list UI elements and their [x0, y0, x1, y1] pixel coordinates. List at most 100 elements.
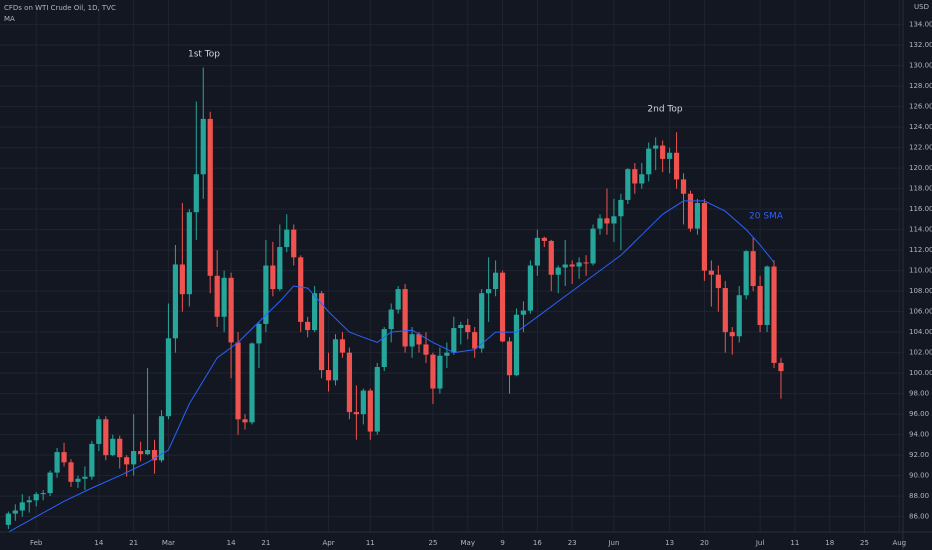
candle-body	[632, 169, 638, 184]
candle-body	[597, 218, 603, 229]
candle-body	[263, 265, 269, 324]
y-tick-label: 130.00	[909, 62, 932, 70]
y-tick-label: 106.00	[909, 308, 932, 316]
candle-body	[124, 457, 130, 465]
candle-body	[12, 510, 18, 514]
y-tick-label: 118.00	[909, 185, 932, 193]
candle-body	[520, 310, 527, 315]
x-tick-label: Jul	[755, 539, 765, 547]
candle-body	[611, 216, 617, 224]
x-tick-label: 11	[790, 539, 799, 547]
annotation: 2nd Top	[647, 105, 682, 115]
candle-body	[353, 412, 359, 415]
candle-body	[423, 344, 429, 355]
candle-body	[673, 152, 680, 180]
x-tick-label: 21	[129, 539, 138, 547]
candle-body	[298, 257, 304, 322]
candle-body	[179, 264, 185, 295]
x-tick-label: 25	[860, 539, 869, 547]
candle-body	[318, 293, 325, 371]
candle-body	[200, 118, 206, 175]
candle-body	[778, 362, 784, 372]
candle-body	[249, 343, 255, 423]
x-tick-label: Apr	[322, 539, 334, 547]
candle-body	[256, 323, 262, 344]
candle-body	[458, 324, 464, 329]
y-tick-label: 122.00	[909, 144, 932, 152]
x-tick-label: 23	[568, 539, 577, 547]
y-tick-label: 112.00	[909, 246, 932, 254]
candle-body	[409, 334, 415, 347]
candle-body	[242, 419, 248, 423]
candle-body	[667, 152, 673, 159]
candle-body	[451, 328, 457, 353]
candle-body	[416, 334, 422, 345]
x-tick-label: Feb	[30, 539, 43, 547]
candle-body	[165, 338, 172, 417]
candle-body	[144, 450, 151, 455]
candle-body	[653, 145, 659, 149]
y-tick-label: 96.00	[909, 410, 929, 418]
sma-label: 20 SMA	[749, 212, 784, 222]
candle-body	[743, 251, 749, 296]
x-tick-label: May	[461, 539, 475, 547]
candle-body	[506, 341, 513, 376]
annotation: 1st Top	[188, 50, 220, 60]
candle-body	[430, 354, 436, 389]
candle-body	[284, 229, 290, 248]
y-tick-label: 108.00	[909, 287, 932, 295]
candle-body	[771, 266, 777, 363]
y-tick-label: 98.00	[909, 390, 929, 398]
candle-body	[437, 355, 443, 389]
candle-body	[131, 451, 137, 465]
candle-body	[61, 452, 67, 463]
candle-body	[19, 502, 25, 511]
y-tick-label: 104.00	[909, 328, 932, 336]
candle-body	[207, 118, 213, 276]
candle-body	[402, 289, 408, 347]
candle-body	[479, 293, 485, 349]
candle-body	[680, 179, 687, 194]
candle-body	[374, 367, 380, 432]
candle-body	[82, 476, 88, 479]
y-tick-label: 124.00	[909, 123, 932, 131]
candle-body	[138, 451, 144, 455]
candle-body	[291, 229, 297, 258]
candle-body	[625, 169, 631, 200]
x-tick-label: 18	[825, 539, 834, 547]
y-tick-label: 86.00	[909, 513, 929, 521]
candle-body	[270, 265, 276, 290]
candle-body	[757, 286, 763, 325]
candle-body	[96, 419, 102, 444]
candle-body	[388, 309, 394, 330]
candle-body	[486, 289, 492, 294]
candle-body	[325, 370, 332, 381]
candle-body	[89, 443, 95, 477]
x-tick-label: 14	[94, 539, 103, 547]
x-tick-label: 21	[261, 539, 270, 547]
candle-body	[367, 390, 373, 432]
indicator-label: MA	[4, 15, 15, 23]
candle-body	[117, 438, 123, 458]
candle-body	[722, 288, 728, 333]
candle-body	[332, 339, 339, 381]
candle-body	[736, 295, 742, 337]
candle-body	[555, 267, 561, 275]
y-tick-label: 114.00	[909, 226, 932, 234]
candle-body	[513, 314, 520, 376]
plot	[5, 67, 784, 533]
y-tick-label: 128.00	[909, 82, 932, 90]
candle-body	[701, 202, 708, 271]
x-tick-label: Mar	[162, 539, 175, 547]
candle-body	[103, 419, 109, 456]
candle-body	[214, 275, 220, 317]
y-tick-label: 100.00	[909, 369, 932, 377]
x-tick-label: 11	[366, 539, 375, 547]
x-tick-label: Aug	[892, 539, 906, 547]
candle-body	[47, 472, 53, 494]
x-tick-label: 13	[665, 539, 674, 547]
candle-body	[221, 277, 227, 317]
candle-body	[339, 339, 346, 353]
candle-body	[660, 145, 666, 159]
